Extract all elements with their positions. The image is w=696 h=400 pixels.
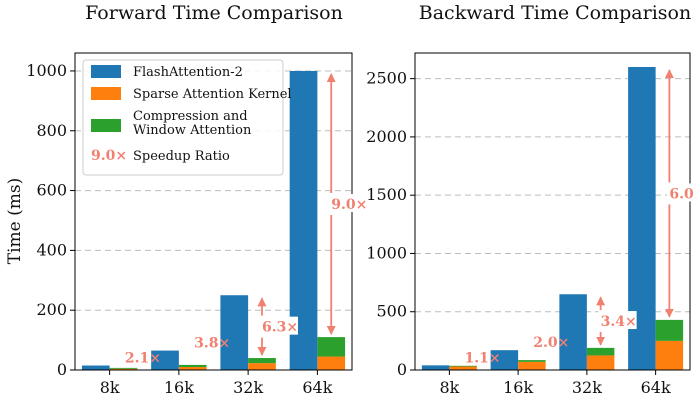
backward-x-tick-label: 32k: [572, 378, 602, 397]
backward-y-tick-label: 2000: [366, 127, 407, 146]
backward-bar-flashattention: [421, 365, 450, 370]
legend-frame: [82, 59, 284, 176]
backward-x-tick-label: 64k: [641, 378, 671, 397]
backward-chart-title: Backward Time Comparison: [419, 2, 691, 24]
backward-time-panel: Backward Time Comparison 0 500 1000 1500 200…: [366, 2, 696, 397]
legend-swatch-flashattention: [91, 65, 121, 78]
forward-bar-flashattention: [151, 350, 179, 370]
legend-label-compression-window: Compression and Window Attention: [133, 109, 252, 138]
legend-label-compression-line-1: Compression and: [133, 109, 248, 124]
chart-legend: FlashAttention-2 Sparse Attention Kernel…: [82, 59, 292, 176]
forward-bar-sparse-kernel: [248, 363, 276, 370]
backward-speedup-label: 2.0×: [533, 335, 569, 351]
backward-bar-compression-window: [655, 319, 684, 341]
legend-label-sparse-kernel: Sparse Attention Kernel: [133, 87, 292, 102]
backward-x-tick-label: 8k: [439, 378, 459, 397]
legend-label-compression-line-2: Window Attention: [133, 123, 252, 138]
backward-axes-frame: [414, 52, 691, 371]
legend-ratio-sample: 9.0×: [91, 148, 127, 164]
backward-bar-sparse-kernel: [586, 355, 615, 370]
forward-bar-sparse-kernel: [178, 367, 207, 370]
backward-x-tick-label: 16k: [503, 378, 533, 397]
forward-bar-compression-window: [178, 364, 207, 368]
backward-bar-sparse-kernel: [655, 340, 684, 370]
forward-y-tick-label: 600: [36, 181, 67, 200]
forward-time-panel: Forward Time Comparison Time (ms) 0 200 40…: [5, 2, 367, 397]
forward-x-tick-label: 16k: [164, 378, 194, 397]
forward-bar-flashattention: [220, 295, 249, 370]
legend-label-speedup-ratio: Speedup Ratio: [133, 149, 230, 164]
backward-speedup-label: 1.1×: [465, 350, 501, 366]
backward-speedup-label-bg: [667, 183, 696, 202]
backward-speedup-label: 3.4×: [601, 314, 637, 330]
backward-bar-compression-window: [449, 365, 477, 367]
backward-speedup-label: 6.0×: [669, 186, 696, 202]
forward-y-tick-label: 400: [36, 240, 67, 259]
backward-y-tick-label: 1000: [366, 243, 407, 262]
forward-speedup-label-bg: [329, 194, 368, 213]
forward-y-tick-label: 0: [57, 360, 67, 379]
forward-speedup-label: 6.3×: [262, 320, 298, 336]
forward-chart-title: Forward Time Comparison: [85, 2, 343, 24]
forward-x-tick-label: 32k: [233, 378, 263, 397]
forward-y-tick-label: 800: [36, 121, 67, 140]
forward-speedup-label: 9.0×: [331, 197, 367, 213]
backward-bar-compression-window: [586, 347, 615, 356]
forward-bar-compression-window: [109, 367, 138, 369]
backward-speedup-label-bg: [598, 311, 637, 330]
forward-bar-compression-window: [317, 337, 346, 357]
backward-y-tick-label: 2500: [366, 69, 407, 88]
forward-y-tick-label: 200: [36, 300, 67, 319]
backward-bar-sparse-kernel: [449, 366, 477, 370]
forward-x-tick-label: 64k: [302, 378, 332, 397]
backward-bar-flashattention: [559, 294, 587, 370]
forward-y-tick-label: 1000: [26, 61, 67, 80]
forward-speedup-label: 2.1×: [125, 351, 161, 367]
forward-bar-compression-window: [248, 358, 276, 364]
forward-bar-sparse-kernel: [317, 356, 346, 370]
forward-x-tick-label: 8k: [100, 378, 120, 397]
legend-swatch-sparse-kernel: [91, 87, 121, 100]
legend-label-flashattention: FlashAttention-2: [133, 65, 243, 80]
forward-bar-sparse-kernel: [109, 368, 138, 370]
backward-bar-sparse-kernel: [518, 361, 546, 370]
forward-speedup-label-bg: [259, 316, 298, 335]
backward-bar-flashattention: [490, 350, 519, 370]
forward-bar-flashattention: [81, 365, 110, 370]
backward-y-tick-label: 500: [376, 302, 407, 321]
backward-y-tick-label: 0: [397, 360, 407, 379]
forward-y-axis-label: Time (ms): [5, 178, 25, 264]
legend-swatch-compression-window: [91, 119, 121, 132]
backward-y-tick-label: 1500: [366, 185, 407, 204]
forward-speedup-label: 3.8×: [194, 336, 230, 352]
backward-bar-compression-window: [518, 360, 546, 362]
